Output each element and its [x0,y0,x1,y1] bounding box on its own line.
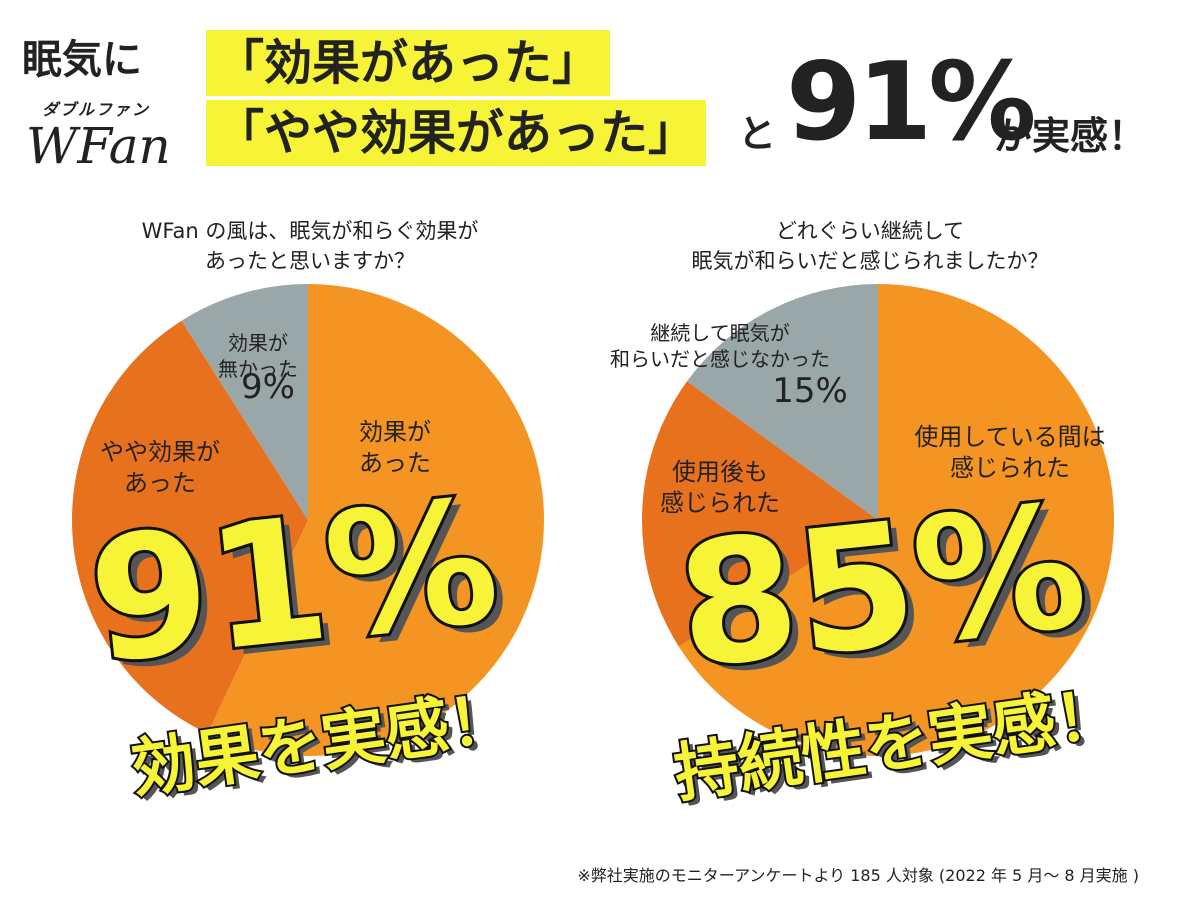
big-percent-group: 91%91% [78,460,515,710]
big-percent-group: 85%85% [666,465,1103,715]
slice-label: 使用後も感じられた [660,458,780,517]
slice-label: 効果が無かった [218,331,298,381]
header-connector: と [738,112,777,156]
pie-slice [687,284,878,520]
slice-label: 効果があった [359,418,431,477]
header-percent: 91% [786,40,1037,165]
header-tail: が実感！ [994,114,1147,158]
header-lead: 眠気に [22,37,142,83]
question-line: WFan の風は、眠気が和らぐ効果が [141,219,479,243]
chart2-question: どれぐらい継続して眠気が和らいだと感じられましたか？ [620,216,1120,276]
pie-slice [642,381,878,647]
header-highlight-1: 「効果があった」 [206,30,611,96]
pie-slice [678,284,1114,756]
chart1-question: WFan の風は、眠気が和らぐ効果が あったと思いますか？ [100,216,520,276]
pie-slice [71,320,308,734]
big-percent: 91% [81,463,506,702]
pie-slice [181,284,308,520]
question-line: あったと思いますか？ [205,249,415,273]
slice-value-label: 9% [241,367,295,407]
slice-value-label: 15% [772,371,848,411]
footnote: ※弊社実施のモニターアンケートより 185 人対象 (2022 年 5 月～ 8… [577,866,1139,885]
slice-label: やや効果があった [100,438,220,497]
slice-label: 継続して眠気が和らいだと感じなかった [610,321,830,371]
slice-label: 使用している間は感じられた [914,423,1105,482]
header-highlight-2: 「やや効果があった」 [206,100,707,166]
question-line: 眠気が和らいだと感じられましたか？ [691,249,1049,273]
brand-logo: WFan [26,117,171,175]
question-line: どれぐらい継続して [775,219,965,243]
big-percent-shadow: 85% [678,475,1103,714]
brand-ruby: ダブルファン [42,100,151,119]
big-percent: 85% [669,468,1094,707]
pie-slice [207,284,544,757]
big-percent-shadow: 91% [90,470,515,709]
